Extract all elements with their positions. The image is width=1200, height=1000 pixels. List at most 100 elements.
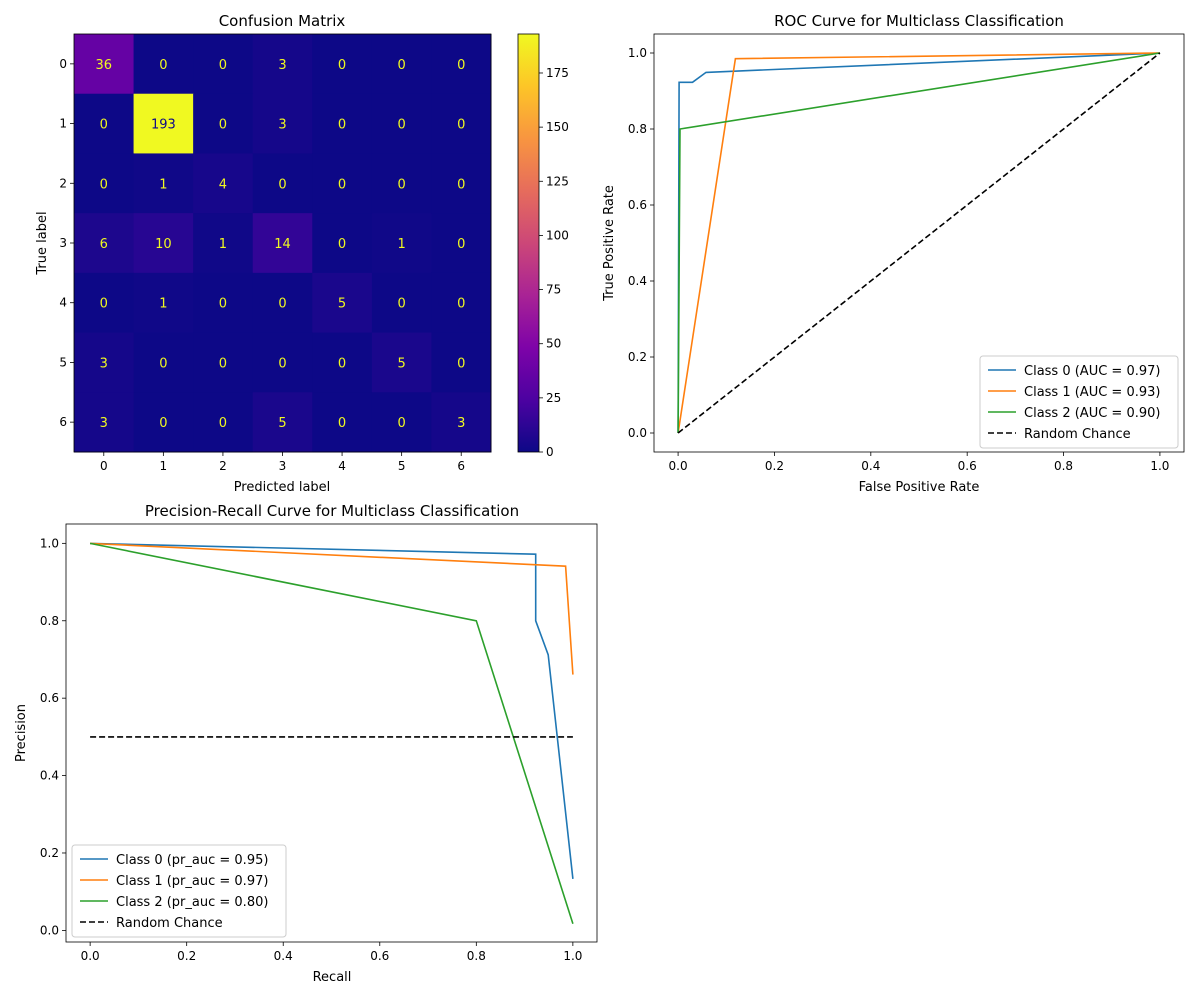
cm-cell-1-5 bbox=[371, 93, 432, 154]
cm-y-tick-label: 6 bbox=[59, 415, 67, 429]
cm-cell-value: 5 bbox=[338, 297, 346, 312]
pr-xlabel: Recall bbox=[313, 970, 352, 985]
cm-x-tick-label: 6 bbox=[457, 459, 465, 473]
cm-cell-value: 0 bbox=[338, 356, 346, 371]
y-tick-label: 0.6 bbox=[40, 691, 59, 705]
cm-cell-value: 36 bbox=[96, 58, 113, 73]
cm-cell-3-2 bbox=[193, 213, 254, 274]
confusion-matrix-x-ticks: 0 1 2 3 4 5 6 bbox=[100, 452, 465, 473]
roc-x-ticks: 0.0 0.2 0.4 0.6 0.8 1.0 bbox=[669, 452, 1169, 473]
colorbar-ticks: 0 25 50 75 100 125 150 175 bbox=[539, 66, 569, 459]
cm-cell-1-0 bbox=[74, 93, 135, 154]
series-line-1 bbox=[677, 52, 1160, 434]
colorbar bbox=[517, 33, 540, 453]
cm-x-tick-label: 3 bbox=[279, 459, 287, 473]
cm-cell-value: 0 bbox=[338, 58, 346, 73]
colorbar-tick-label: 100 bbox=[546, 228, 569, 242]
pr-title: Precision-Recall Curve for Multiclass Cl… bbox=[145, 502, 519, 520]
cm-cell-2-6 bbox=[431, 153, 492, 214]
roc-legend: Class 0 (AUC = 0.97) Class 1 (AUC = 0.93)… bbox=[979, 355, 1179, 449]
cm-cell-value: 0 bbox=[159, 356, 167, 371]
legend-entry: Random Chance bbox=[116, 916, 223, 931]
cm-cell-3-1 bbox=[133, 213, 194, 274]
cm-cell-value: 0 bbox=[338, 118, 346, 133]
cm-cell-value: 0 bbox=[278, 356, 286, 371]
colorbar-tick-label: 125 bbox=[546, 174, 569, 188]
x-tick-label: 0.6 bbox=[370, 949, 389, 963]
cm-cell-1-3 bbox=[252, 93, 313, 154]
cm-cell-0-2 bbox=[193, 34, 254, 95]
cm-cell-5-6 bbox=[431, 332, 492, 393]
cm-x-tick-label: 5 bbox=[398, 459, 406, 473]
cm-cell-value: 1 bbox=[159, 177, 167, 192]
x-tick-label: 1.0 bbox=[1150, 459, 1169, 473]
cm-x-tick-label: 2 bbox=[219, 459, 227, 473]
cm-cell-value: 1 bbox=[398, 237, 406, 252]
cm-cell-6-3 bbox=[252, 392, 313, 453]
cm-cell-value: 3 bbox=[100, 356, 108, 371]
cm-cell-3-0 bbox=[74, 213, 135, 274]
cm-y-tick-label: 3 bbox=[59, 236, 67, 250]
cm-x-tick-label: 4 bbox=[338, 459, 346, 473]
cm-cell-3-5 bbox=[371, 213, 432, 274]
cm-cell-2-2 bbox=[193, 153, 254, 214]
cm-cell-value: 0 bbox=[219, 58, 227, 73]
y-tick-label: 0.0 bbox=[628, 426, 647, 440]
pr-x-ticks: 0.0 0.2 0.4 0.6 0.8 1.0 bbox=[81, 942, 582, 963]
cm-cell-value: 0 bbox=[398, 118, 406, 133]
roc-title: ROC Curve for Multiclass Classification bbox=[774, 12, 1064, 30]
cm-cell-value: 193 bbox=[151, 118, 176, 133]
colorbar-tick-label: 175 bbox=[546, 66, 569, 80]
cm-cell-6-0 bbox=[74, 392, 135, 453]
cm-cell-2-0 bbox=[74, 153, 135, 214]
cm-cell-value: 0 bbox=[100, 297, 108, 312]
cm-cell-value: 0 bbox=[457, 58, 465, 73]
colorbar-tick-label: 50 bbox=[546, 337, 561, 351]
cm-cell-4-2 bbox=[193, 272, 254, 334]
pr-y-ticks: 0.0 0.2 0.4 0.6 0.8 1.0 bbox=[40, 536, 66, 937]
cm-cell-value: 3 bbox=[278, 118, 286, 133]
cm-cell-6-2 bbox=[193, 392, 254, 453]
series-line-0 bbox=[90, 542, 574, 879]
cm-y-tick-label: 5 bbox=[59, 355, 67, 369]
legend-entry: Class 2 (pr_auc = 0.80) bbox=[116, 895, 268, 910]
roc-axes-frame bbox=[653, 33, 1185, 453]
cm-cell-value: 0 bbox=[398, 58, 406, 73]
cm-y-tick-label: 1 bbox=[59, 117, 67, 131]
pr-series bbox=[89, 542, 574, 925]
cm-cell-1-2 bbox=[193, 93, 254, 154]
cm-cell-4-6 bbox=[431, 272, 492, 334]
cm-cell-value: 5 bbox=[278, 416, 286, 431]
y-tick-label: 0.0 bbox=[40, 923, 59, 937]
cm-cell-6-1 bbox=[133, 392, 194, 453]
cm-cell-4-0 bbox=[74, 272, 135, 334]
cm-cell-value: 3 bbox=[457, 416, 465, 431]
roc-y-ticks: 0.0 0.2 0.4 0.6 0.8 1.0 bbox=[628, 46, 654, 440]
cm-cell-5-1 bbox=[133, 332, 194, 393]
cm-cell-value: 4 bbox=[219, 177, 227, 192]
cm-cell-0-6 bbox=[431, 34, 492, 95]
legend-entry: Class 0 (pr_auc = 0.95) bbox=[116, 853, 268, 868]
legend-entry: Class 0 (AUC = 0.97) bbox=[1024, 364, 1160, 379]
x-tick-label: 0.8 bbox=[1054, 459, 1073, 473]
cm-cell-value: 0 bbox=[278, 177, 286, 192]
x-tick-label: 0.8 bbox=[467, 949, 486, 963]
pr-panel: Precision-Recall Curve for Multiclass Cl… bbox=[14, 502, 598, 985]
y-tick-label: 0.6 bbox=[628, 198, 647, 212]
cm-cell-value: 10 bbox=[155, 237, 172, 252]
y-tick-label: 0.4 bbox=[628, 274, 647, 288]
x-tick-label: 1.0 bbox=[563, 949, 582, 963]
x-tick-label: 0.2 bbox=[177, 949, 196, 963]
pr-ylabel: Precision bbox=[14, 704, 29, 762]
cm-cell-6-4 bbox=[312, 392, 373, 453]
cm-cell-2-1 bbox=[133, 153, 194, 214]
cm-cell-value: 0 bbox=[457, 356, 465, 371]
cm-cell-value: 0 bbox=[219, 356, 227, 371]
cm-cell-value: 0 bbox=[100, 177, 108, 192]
cm-cell-0-3 bbox=[252, 34, 313, 95]
cm-cell-value: 14 bbox=[274, 237, 291, 252]
cm-cell-value: 0 bbox=[219, 416, 227, 431]
x-tick-label: 0.4 bbox=[274, 949, 293, 963]
cm-cell-value: 5 bbox=[398, 356, 406, 371]
